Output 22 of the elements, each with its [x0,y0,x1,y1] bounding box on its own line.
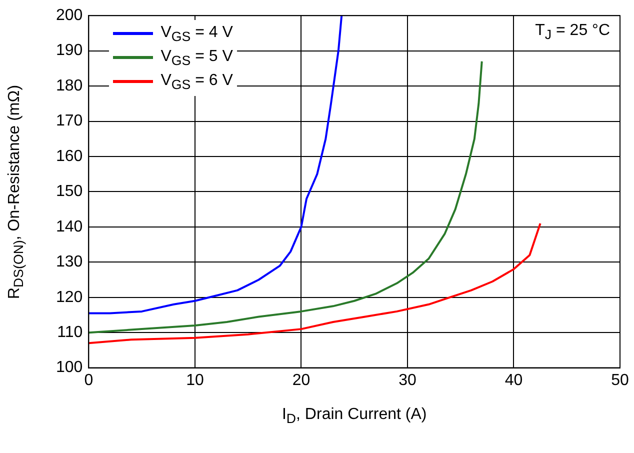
y-tick-label: 100 [56,359,83,376]
y-tick-label: 150 [56,183,83,200]
legend-label: V$_{GS}$ = 5 V [160,48,233,68]
y-tick-label: 140 [56,218,83,236]
y-tick-label: 200 [56,7,83,24]
legend-label: V$_{GS}$ = 4 V [160,24,233,44]
annotation: T$_{J}$ = 25 °C [535,22,610,42]
x-axis-title: I$_{D}$, Drain Current (A) [282,406,427,426]
x-tick-label: 50 [611,372,629,389]
y-tick-label: 110 [57,324,83,341]
y-tick-label: 130 [56,254,83,271]
y-tick-label: 160 [56,148,83,165]
legend-label: V$_{GS}$ = 6 V [160,72,233,92]
y-tick-label: 180 [56,77,83,94]
y-tick-label: 120 [56,288,83,306]
x-tick-label: 10 [186,372,204,389]
x-tick-label: 40 [504,372,523,389]
x-tick-label: 0 [84,372,94,389]
x-tick-label: 30 [398,372,416,389]
y-tick-label: 190 [56,42,83,60]
y-tick-label: 170 [56,112,83,130]
x-tick-label: 20 [292,372,310,389]
